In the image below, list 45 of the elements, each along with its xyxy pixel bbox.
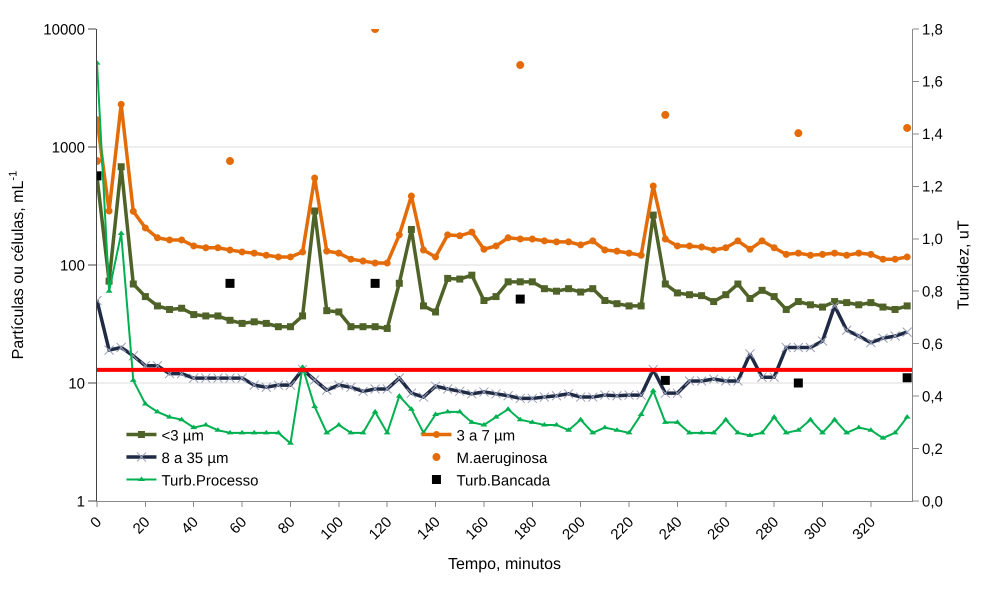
x-tick-label: 40 xyxy=(178,514,202,538)
x-tick-label: 80 xyxy=(274,514,299,538)
point xyxy=(794,129,802,138)
x-tick-label: 280 xyxy=(752,514,782,544)
legend-label: Turb.Bancada xyxy=(456,472,551,490)
x-tick-label: 220 xyxy=(607,514,638,544)
x-tick-label: 320 xyxy=(849,514,880,544)
x-tick-label: 60 xyxy=(226,514,250,538)
y2-tick-label: 0,8 xyxy=(922,283,943,300)
x-tick-label: 100 xyxy=(317,514,347,544)
legend-label: 3 a 7 µm xyxy=(456,427,516,444)
y2-tick-label: 1,6 xyxy=(922,74,943,91)
x-tick-label: 300 xyxy=(800,514,831,544)
y-tick-label: 10 xyxy=(68,375,85,392)
point xyxy=(661,110,670,119)
x-tick-label: 240 xyxy=(656,514,686,544)
x-tick-label: 20 xyxy=(130,514,154,538)
legend-label: M.aeruginosa xyxy=(456,450,548,467)
point xyxy=(903,124,912,132)
x-tick-label: 120 xyxy=(366,514,396,544)
y-tick-label: 1000 xyxy=(52,139,85,156)
y2-tick-label: 0,4 xyxy=(922,388,943,406)
legend-label: Turb.Processo xyxy=(161,472,258,490)
x-tick-label: 0 xyxy=(87,514,106,532)
legend-label: <3 µm xyxy=(161,427,204,444)
y-tick-label: 1 xyxy=(76,493,85,510)
x-tick-label: 140 xyxy=(414,514,444,544)
point xyxy=(516,61,524,70)
x-tick-label: 200 xyxy=(559,514,589,544)
x-tick-label: 180 xyxy=(510,514,540,544)
y2-tick-label: 0,6 xyxy=(922,336,943,353)
y2-tick-label: 0,2 xyxy=(922,440,943,458)
y2-tick-label: 1,4 xyxy=(922,126,943,144)
legend-label: 8 a 35 µm xyxy=(161,450,228,467)
y2-axis-title: Turbidez, uT xyxy=(956,220,973,310)
y2-tick-label: 1,8 xyxy=(922,21,943,38)
y-tick-label: 100 xyxy=(60,257,85,274)
x-tick-label: 160 xyxy=(462,514,492,544)
y2-tick-label: 1,0 xyxy=(922,231,943,248)
y-tick-label: 10000 xyxy=(43,21,85,38)
point xyxy=(226,157,234,166)
y2-tick-label: 0,0 xyxy=(922,493,943,510)
y2-tick-label: 1,2 xyxy=(922,178,943,196)
x-axis-title: Tempo, minutos xyxy=(448,556,561,574)
x-tick-label: 260 xyxy=(704,514,734,544)
